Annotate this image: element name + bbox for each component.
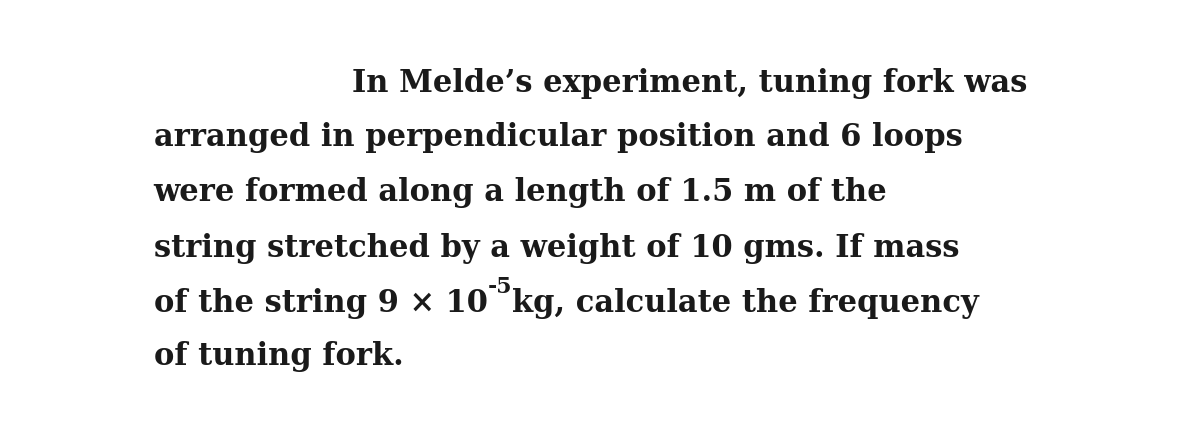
Text: In Melde’s experiment, tuning fork was: In Melde’s experiment, tuning fork was <box>352 68 1027 99</box>
Text: of the string 9 × 10: of the string 9 × 10 <box>154 287 487 318</box>
Text: kg, calculate the frequency: kg, calculate the frequency <box>512 287 979 318</box>
Text: arranged in perpendicular position and 6 loops: arranged in perpendicular position and 6… <box>154 122 962 153</box>
Text: -5: -5 <box>487 276 512 298</box>
Text: of tuning fork.: of tuning fork. <box>154 341 403 372</box>
Text: were formed along a length of 1.5 m of the: were formed along a length of 1.5 m of t… <box>154 177 888 208</box>
Text: string stretched by a weight of 10 gms. If mass: string stretched by a weight of 10 gms. … <box>154 232 959 263</box>
